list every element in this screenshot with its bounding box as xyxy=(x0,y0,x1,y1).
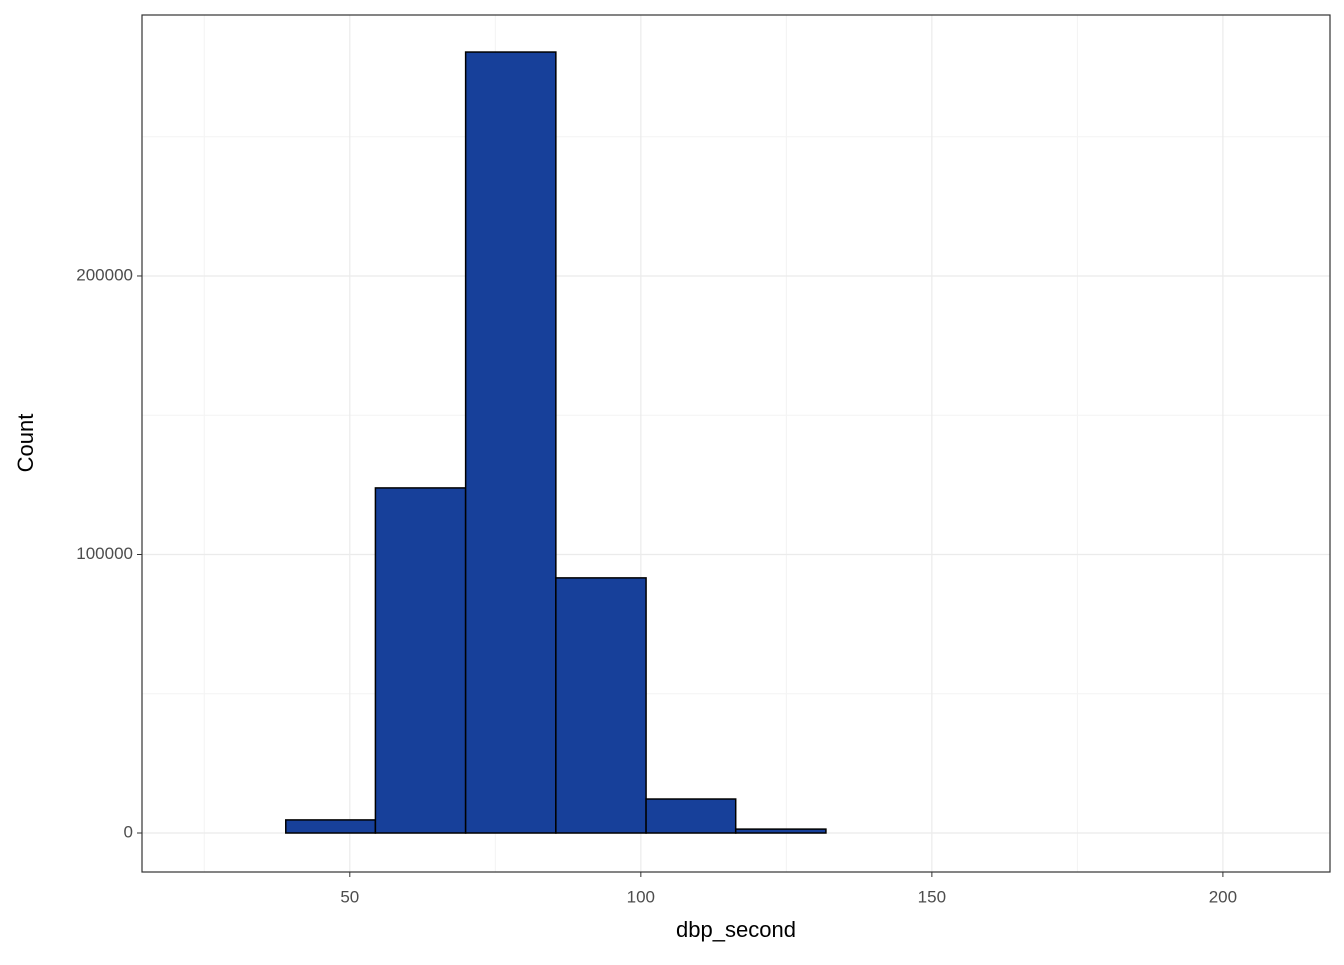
bar xyxy=(645,798,737,834)
bar xyxy=(285,819,377,834)
y-axis-title: Count xyxy=(13,414,38,473)
x-tick-label: 50 xyxy=(340,887,359,906)
bar xyxy=(464,51,557,834)
x-tick-label: 150 xyxy=(918,887,946,906)
x-axis-title: dbp_second xyxy=(676,917,796,942)
y-tick-label: 200000 xyxy=(76,265,133,284)
x-tick-label: 200 xyxy=(1209,887,1237,906)
y-tick-label: 100000 xyxy=(76,544,133,563)
y-tick-label: 0 xyxy=(124,822,133,841)
bar xyxy=(734,828,827,834)
panel-border xyxy=(141,14,1331,873)
bar xyxy=(374,487,467,834)
bar xyxy=(555,577,647,834)
x-tick-label: 100 xyxy=(627,887,655,906)
